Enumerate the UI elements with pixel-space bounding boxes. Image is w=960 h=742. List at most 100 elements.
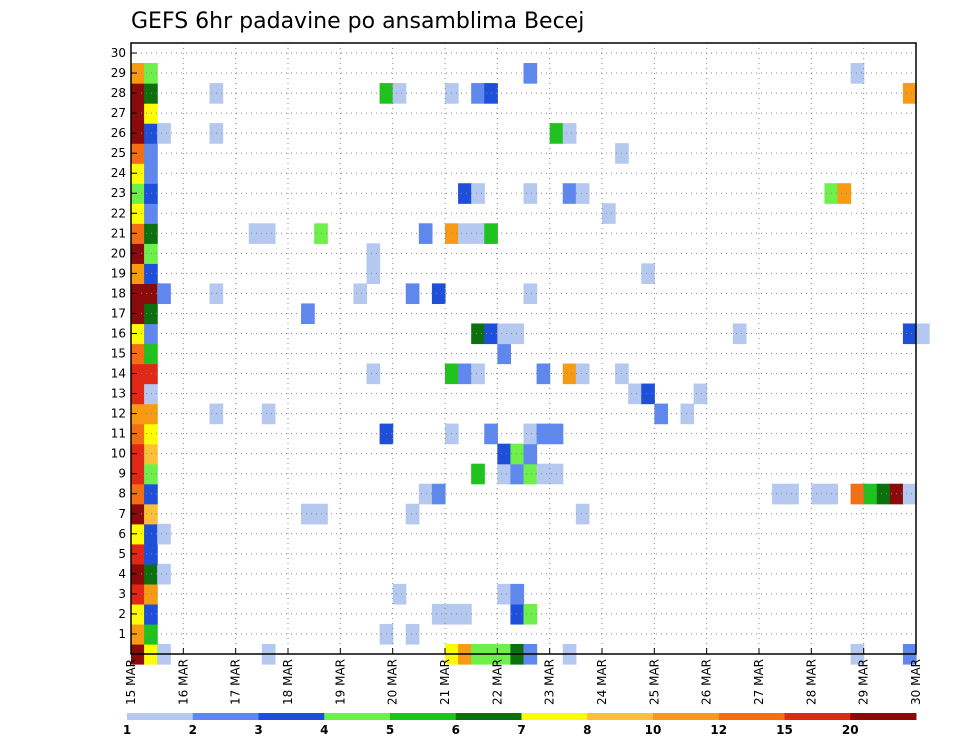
heatmap-cell: [523, 63, 538, 84]
heatmap-cell: [510, 603, 525, 625]
y-tick-label: 15: [111, 347, 126, 361]
x-tick-label: 30 MAR: [909, 659, 923, 705]
heatmap-cell: [510, 583, 525, 605]
heatmap-cell: [458, 363, 472, 385]
heatmap-cell: [680, 403, 695, 425]
heatmap-cell: [458, 603, 472, 625]
heatmap-cell: [131, 503, 145, 525]
x-tick-label: 19 MAR: [333, 659, 347, 705]
heatmap-cell: [916, 323, 930, 345]
heatmap-cell: [575, 183, 590, 204]
colorbar-label: 3: [254, 723, 262, 737]
colorbar-swatch: [718, 713, 785, 720]
heatmap-cell: [144, 143, 158, 164]
colorbar: 1 2 3 4 5 6 7 8 10 12 15 20: [123, 713, 917, 737]
x-tick-label: 28 MAR: [804, 659, 818, 705]
x-tick-label: 24 MAR: [595, 659, 609, 705]
heatmap-cell: [144, 123, 158, 144]
heatmap-cell: [144, 523, 158, 545]
heatmap-cell: [510, 463, 525, 485]
heatmap-cell: [837, 183, 852, 204]
heatmap-cell: [131, 583, 145, 605]
plot-frame: [130, 42, 917, 655]
colorbar-label: 4: [320, 723, 328, 737]
y-tick-label: 24: [111, 166, 126, 180]
heatmap-cell: [144, 163, 158, 184]
y-tick-label: 12: [111, 407, 126, 421]
x-tick-label: 15 MAR: [124, 659, 138, 705]
y-axis: 1234567891011121314151617181920212223242…: [111, 46, 137, 641]
heatmap-cell: [131, 543, 145, 565]
colorbar-label: 2: [189, 723, 197, 737]
colorbar-swatch: [258, 713, 325, 720]
y-tick-label: 4: [118, 567, 126, 581]
colorbar-label: 12: [710, 723, 727, 737]
heatmap-cell: [144, 503, 158, 525]
heatmap-cell: [772, 483, 786, 505]
y-tick-label: 29: [111, 66, 126, 80]
heatmap-cell: [131, 423, 145, 445]
x-tick-label: 16 MAR: [176, 659, 190, 705]
heatmap-cell: [497, 443, 512, 465]
heatmap-cell: [131, 183, 145, 204]
heatmap-cell: [732, 323, 747, 345]
heatmap-cell: [144, 423, 158, 445]
heatmap-cell: [144, 543, 158, 565]
y-tick-label: 14: [111, 367, 126, 381]
heatmap-cell: [876, 483, 891, 505]
x-tick-label: 18 MAR: [281, 659, 295, 705]
y-tick-label: 10: [111, 447, 126, 461]
heatmap-cell: [144, 263, 158, 284]
y-tick-label: 11: [111, 427, 126, 441]
colorbar-swatch: [455, 713, 522, 720]
colorbar-label: 15: [776, 723, 793, 737]
heatmap-cell: [144, 203, 158, 224]
heatmap-cell: [144, 63, 158, 84]
y-tick-label: 7: [118, 507, 126, 521]
heatmap-cell: [157, 123, 171, 144]
colorbar-label: 6: [452, 723, 460, 737]
heatmap-cell: [510, 443, 525, 465]
heatmap-cell: [131, 103, 145, 124]
heatmap-cell: [144, 443, 158, 465]
y-tick-label: 30: [111, 46, 126, 60]
heatmap-cell: [144, 583, 158, 605]
heatmap-cell: [602, 203, 616, 224]
heatmap-cell: [144, 483, 158, 505]
heatmap-cell: [131, 603, 145, 625]
y-tick-label: 26: [111, 126, 126, 140]
grid-lines: [131, 43, 916, 654]
heatmap-cell: [157, 523, 171, 545]
y-tick-label: 1: [118, 627, 126, 641]
colorbar-label: 8: [583, 723, 591, 737]
heatmap-cell: [471, 463, 485, 485]
colorbar-label: 10: [645, 723, 662, 737]
heatmap-cell: [562, 183, 577, 204]
heatmap-cell: [850, 483, 865, 505]
y-tick-label: 21: [111, 226, 126, 240]
heatmap-cell: [902, 83, 917, 104]
colorbar-swatch: [653, 713, 720, 720]
heatmap-cell: [471, 363, 485, 385]
heatmap-cell: [144, 103, 158, 124]
heatmap-cell: [523, 603, 538, 625]
heatmap-cell: [523, 423, 538, 445]
heatmap-cell: [405, 503, 420, 525]
heatmap-cell: [144, 283, 158, 305]
heatmap-cell: [562, 123, 577, 144]
heatmap-cell: [366, 263, 381, 284]
colorbar-label: 20: [842, 723, 859, 737]
heatmap-cell: [536, 423, 551, 445]
x-tick-label: 17 MAR: [229, 659, 243, 705]
heatmap-cell: [131, 223, 145, 244]
heatmap-cell: [458, 223, 472, 244]
heatmap-cell: [641, 263, 655, 284]
y-tick-label: 3: [118, 587, 126, 601]
colorbar-swatch: [390, 713, 457, 720]
colorbar-swatch: [127, 713, 194, 720]
x-tick-label: 23 MAR: [543, 659, 557, 705]
heatmap-cell: [366, 243, 381, 264]
heatmap-cell: [131, 343, 145, 365]
x-tick-label: 29 MAR: [857, 659, 871, 705]
heatmap-cell: [641, 383, 655, 405]
